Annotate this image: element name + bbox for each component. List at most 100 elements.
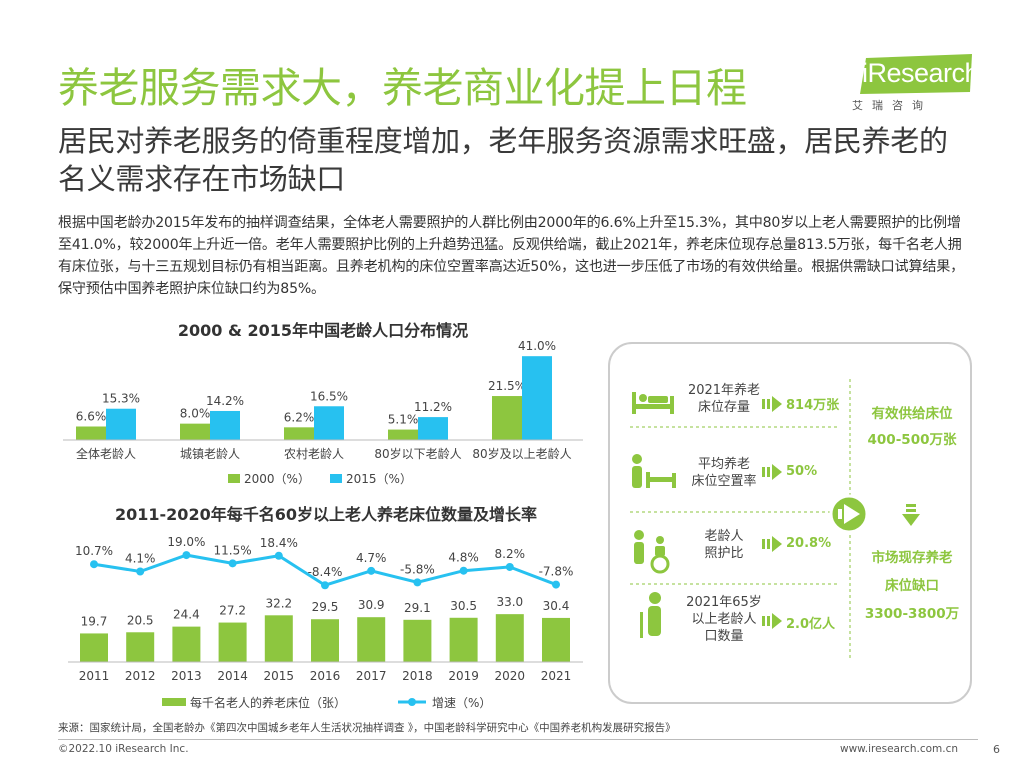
growth-point	[182, 551, 191, 560]
bar-2015	[314, 406, 344, 440]
chart1-legend-2015: 2015（%）	[346, 472, 412, 486]
chart1-legend-swatch-2015	[330, 474, 342, 483]
category-label: 全体老龄人	[76, 446, 136, 461]
growth-data-label: -5.8%	[400, 562, 435, 576]
growth-point	[274, 551, 283, 560]
bed-bar	[449, 617, 478, 662]
year-label: 2015	[264, 669, 295, 683]
growth-data-label: 4.1%	[125, 551, 156, 565]
iresearch-logo: iResearch 艾瑞咨询	[848, 52, 980, 116]
bed-person-icon	[632, 392, 674, 414]
gap-title-line2: 床位缺口	[885, 578, 939, 594]
footer-source: 来源：国家统计局，全国老龄办《第四次中国城乡老年人生活状况抽样调查 》，中国老龄…	[58, 722, 676, 734]
growth-point	[136, 567, 145, 576]
bed-bar	[495, 614, 524, 662]
arrow-right-icon	[762, 464, 782, 480]
gap-title-line1: 市场现存养老	[871, 550, 953, 566]
logo-shape	[860, 54, 972, 94]
page-number: 6	[993, 743, 1000, 756]
growth-point	[367, 566, 376, 575]
footer-divider	[58, 739, 978, 740]
bed-bar	[126, 632, 155, 662]
chart1-legend: 2000（%） 2015（%）	[228, 472, 412, 486]
bar-data-label: 41.0%	[518, 339, 556, 353]
gap-value: 3300-3800万	[864, 606, 960, 622]
page-subtitle: 居民对养老服务的倚重程度增加，老年服务资源需求旺盛，居民养老的名义需求存在市场缺…	[58, 124, 948, 196]
bed-bar	[403, 619, 432, 662]
body-paragraph: 根据中国老龄办2015年发布的抽样调查结果，全体老人需要照护的人群比例由2000…	[58, 215, 965, 297]
panel-row-value: 20.8%	[786, 536, 832, 551]
supply-title: 有效供给床位	[871, 406, 953, 422]
growth-data-label: 11.5%	[214, 543, 252, 557]
year-label: 2012	[125, 669, 156, 683]
bar-2015	[210, 410, 240, 440]
growth-point	[459, 566, 468, 575]
bar-2000	[388, 429, 418, 440]
footer-url[interactable]: www.iresearch.com.cn	[840, 743, 959, 755]
growth-point	[90, 560, 98, 569]
bed-bar	[218, 622, 247, 662]
bar-data-label: 30.5	[450, 599, 477, 613]
bar-data-label: 30.4	[543, 599, 570, 613]
bar-data-label: 11.2%	[414, 400, 452, 414]
bar-data-label: 29.1	[404, 601, 431, 615]
chart2-legend-bars: 每千名老人的养老床位（张）	[190, 695, 346, 710]
panel-row-label: 2021年65岁 以上老龄人 口数量	[686, 595, 762, 644]
bed-bar	[542, 617, 570, 662]
category-label: 农村老龄人	[284, 447, 344, 461]
panel-row-value: 814万张	[786, 398, 840, 413]
growth-point	[552, 580, 560, 589]
panel-row-value: 2.0亿人	[786, 617, 836, 632]
bar-data-label: 21.5%	[488, 379, 526, 393]
bar-data-label: 20.5	[127, 613, 154, 627]
chart-bed-growth: 2011-2020年每千名60岁以上老人养老床位数量及增长率 19.7 2011 2…	[68, 505, 583, 710]
bed-bar	[172, 626, 201, 662]
bar-2015	[522, 356, 552, 440]
bar-data-label: 33.0	[496, 595, 523, 609]
bar-data-label: 32.2	[265, 596, 292, 610]
chart1-legend-swatch-2000	[228, 474, 240, 483]
bar-data-label: 8.0%	[180, 407, 211, 421]
logo-brand-text: iResearch	[862, 58, 980, 88]
supply-gap-panel: 2021年养老 床位存量 814万张 平均养老 床位空置率 50% 老龄人 照护比 2…	[608, 342, 972, 704]
bar-data-label: 16.5%	[310, 389, 348, 403]
logo-cn-text: 艾瑞咨询	[852, 99, 932, 112]
bar-data-label: 29.5	[312, 600, 339, 614]
growth-data-label: 18.4%	[260, 536, 298, 550]
bar-data-label: 24.4	[173, 608, 200, 622]
year-label: 2016	[310, 669, 341, 683]
chart1-legend-2000: 2000（%）	[244, 472, 310, 486]
year-label: 2017	[356, 669, 387, 683]
bar-2015	[418, 417, 448, 440]
bar-2000	[76, 426, 106, 440]
category-label: 80岁以下老龄人	[374, 446, 461, 461]
bar-2000	[492, 396, 522, 440]
year-label: 2021	[541, 669, 572, 683]
growth-data-label: 8.2%	[495, 547, 526, 561]
arrow-right-icon	[762, 613, 782, 629]
chart2-title: 2011-2020年每千名60岁以上老人养老床位数量及增长率	[115, 505, 537, 524]
bed-bar	[357, 617, 386, 662]
circle-arrow-icon	[829, 494, 869, 534]
bar-2015	[106, 408, 136, 440]
growth-point	[228, 559, 237, 568]
bar-data-label: 5.1%	[388, 413, 419, 427]
year-label: 2018	[402, 669, 433, 683]
year-label: 2020	[495, 669, 526, 683]
person-bed-icon	[632, 454, 676, 488]
caregiver-wheelchair-icon	[634, 530, 670, 574]
panel-row-label: 平均养老 床位空置率	[691, 457, 757, 489]
arrow-down-icon	[902, 504, 920, 526]
chart2-legend-swatch-bars	[162, 698, 186, 706]
bar-data-label: 15.3%	[102, 392, 140, 406]
year-label: 2014	[217, 669, 248, 683]
bed-bar	[311, 619, 339, 662]
chart2-legend-line-marker	[408, 698, 416, 706]
year-label: 2019	[448, 669, 479, 683]
chart1-title: 2000 & 2015年中国老龄人口分布情况	[178, 321, 468, 340]
footer-copyright: ©2022.10 iResearch Inc.	[58, 743, 189, 755]
bar-data-label: 30.9	[358, 598, 385, 612]
bed-bar	[80, 633, 108, 662]
panel-row-value: 50%	[786, 464, 818, 479]
bar-2000	[180, 423, 210, 440]
